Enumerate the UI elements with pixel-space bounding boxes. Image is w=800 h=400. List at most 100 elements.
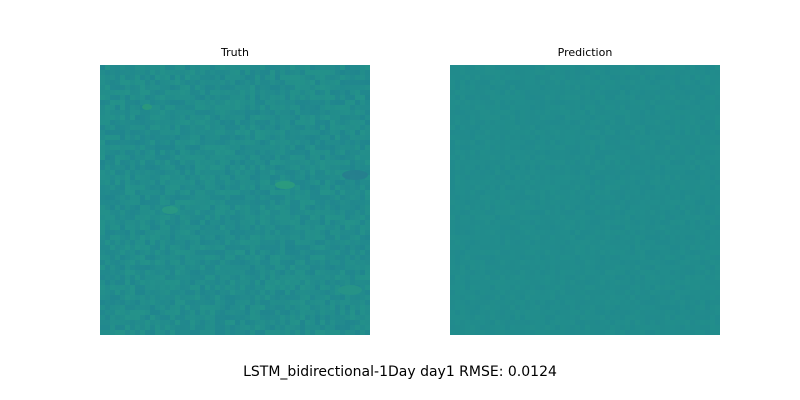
heatmap-cell [155, 180, 161, 186]
heatmap-cell [535, 105, 541, 111]
heatmap-cell [640, 245, 646, 251]
heatmap-cell [220, 235, 226, 241]
heatmap-cell [310, 160, 316, 166]
heatmap-cell [240, 195, 246, 201]
heatmap-cell [355, 210, 361, 216]
heatmap-cell [345, 260, 351, 266]
heatmap-cell [340, 120, 346, 126]
heatmap-cell [660, 175, 666, 181]
heatmap-cell [465, 145, 471, 151]
heatmap-cell [665, 180, 671, 186]
heatmap-cell [315, 90, 321, 96]
heatmap-cell [255, 275, 261, 281]
heatmap-cell [585, 95, 591, 101]
heatmap-cell [160, 125, 166, 131]
heatmap-cell [360, 250, 366, 256]
heatmap-cell [475, 145, 481, 151]
heatmap-cell [275, 155, 281, 161]
heatmap-cell [145, 235, 151, 241]
heatmap-cell [685, 95, 691, 101]
heatmap-cell [175, 275, 181, 281]
heatmap-cell [570, 75, 576, 81]
heatmap-cell [105, 255, 111, 261]
heatmap-cell [145, 310, 151, 316]
heatmap-cell [600, 140, 606, 146]
heatmap-cell [255, 330, 261, 335]
heatmap-cell [245, 115, 251, 121]
heatmap-cell [345, 100, 351, 106]
heatmap-cell [165, 310, 171, 316]
heatmap-cell [680, 110, 686, 116]
heatmap-cell [480, 160, 486, 166]
heatmap-cell [220, 290, 226, 296]
heatmap-cell [170, 245, 176, 251]
heatmap-cell [180, 180, 186, 186]
heatmap-cell [280, 200, 286, 206]
heatmap-cell [610, 175, 616, 181]
heatmap-cell [450, 190, 456, 196]
heatmap-cell [195, 245, 201, 251]
heatmap-cell [170, 175, 176, 181]
heatmap-cell [115, 135, 121, 141]
heatmap-cell [585, 130, 591, 136]
heatmap-cell [665, 185, 671, 191]
heatmap-cell [340, 235, 346, 241]
heatmap-cell [635, 240, 641, 246]
heatmap-cell [265, 70, 271, 76]
heatmap-cell [515, 125, 521, 131]
heatmap-cell [280, 210, 286, 216]
heatmap-cell [700, 105, 706, 111]
heatmap-cell [555, 115, 561, 121]
heatmap-cell [555, 215, 561, 221]
heatmap-cell [655, 185, 661, 191]
heatmap-cell [640, 110, 646, 116]
heatmap-cell [625, 70, 631, 76]
heatmap-cell [105, 240, 111, 246]
heatmap-cell [325, 175, 331, 181]
heatmap-cell [250, 175, 256, 181]
heatmap-cell [365, 310, 370, 316]
heatmap-cell [230, 190, 236, 196]
heatmap-cell [660, 100, 666, 106]
heatmap-cell [310, 300, 316, 306]
heatmap-cell [215, 280, 221, 286]
heatmap-cell [265, 320, 271, 326]
heatmap-cell [295, 170, 301, 176]
heatmap-cell [315, 205, 321, 211]
heatmap-cell [170, 260, 176, 266]
heatmap-cell [705, 125, 711, 131]
heatmap-cell [675, 65, 681, 71]
heatmap-cell [520, 125, 526, 131]
heatmap-cell [340, 330, 346, 335]
heatmap-cell [500, 240, 506, 246]
heatmap-cell [550, 115, 556, 121]
heatmap-cell [605, 190, 611, 196]
heatmap-cell [150, 120, 156, 126]
heatmap-cell [615, 70, 621, 76]
heatmap-cell [525, 130, 531, 136]
heatmap-cell [205, 115, 211, 121]
heatmap-cell [360, 85, 366, 91]
heatmap-cell [185, 160, 191, 166]
heatmap-cell [115, 250, 121, 256]
heatmap-cell [715, 250, 720, 256]
heatmap-cell [715, 245, 720, 251]
heatmap-cell [285, 265, 291, 271]
heatmap-cell [645, 90, 651, 96]
heatmap-cell [655, 145, 661, 151]
heatmap-cell [250, 250, 256, 256]
heatmap-cell [280, 105, 286, 111]
heatmap-cell [690, 115, 696, 121]
heatmap-cell [150, 145, 156, 151]
heatmap-cell [230, 130, 236, 136]
heatmap-cell [710, 75, 716, 81]
heatmap-cell [325, 110, 331, 116]
heatmap-cell [460, 110, 466, 116]
heatmap-cell [535, 205, 541, 211]
heatmap-cell [685, 85, 691, 91]
heatmap-cell [115, 330, 121, 335]
heatmap-cell [120, 190, 126, 196]
heatmap-cell [580, 240, 586, 246]
heatmap-cell [580, 95, 586, 101]
heatmap-cell [285, 260, 291, 266]
